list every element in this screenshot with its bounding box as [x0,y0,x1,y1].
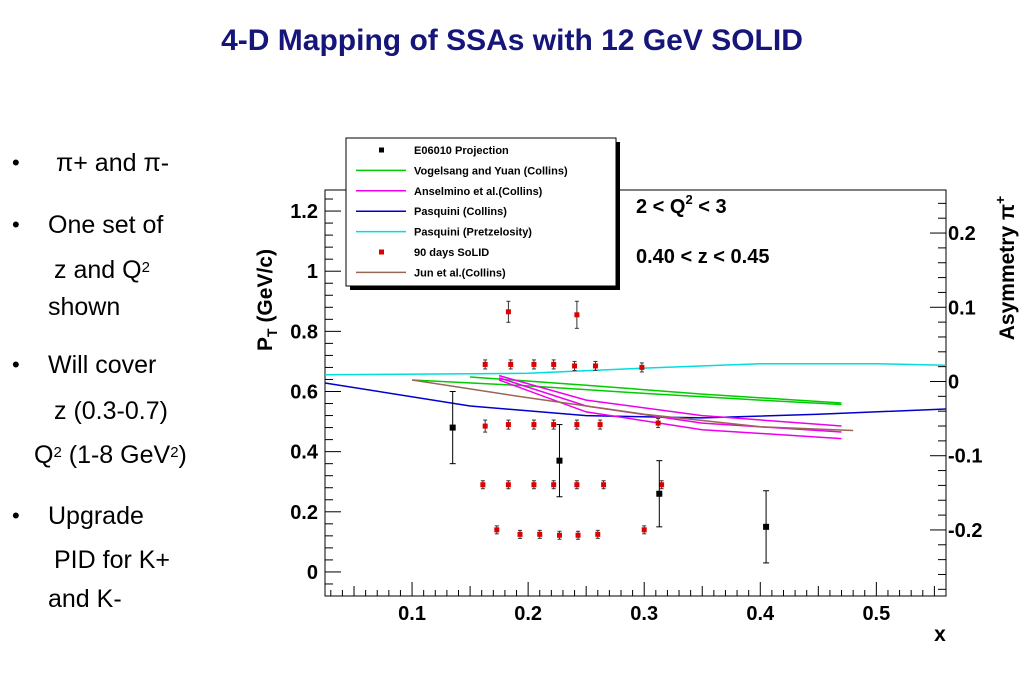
solid-point [551,482,557,488]
curve-anselmino-et-al-collins- [498,374,842,427]
legend-box [345,137,617,287]
legend-label: Anselmino et al.(Collins) [414,186,543,198]
legend-swatch-marker [379,249,384,255]
curve-pasquini-collins- [324,382,947,419]
solid-point [480,482,486,488]
solid-point [537,531,543,537]
bullet-dot: • [12,352,20,377]
legend-label: Vogelsang and Yuan (Collins) [414,165,568,177]
solid-point [639,364,645,370]
e06010-point [556,457,563,464]
x-tick-label: 0.5 [862,603,890,625]
solid-point [556,532,562,538]
legend-label: Pasquini (Pretzelosity) [414,227,532,239]
solid-point [595,531,601,537]
e06010-point [763,523,770,530]
curve-anselmino-et-al-collins- [498,377,842,433]
legend-swatch-marker [379,147,384,153]
solid-point [531,482,537,488]
y2-tick-label: 0.1 [948,297,976,319]
solid-point [482,423,488,429]
solid-point [531,361,537,367]
legend-label: Jun et al.(Collins) [414,267,506,279]
y-axis-title: PT (GeV/c) [254,249,280,351]
solid-point [551,361,557,367]
curve-jun-et-al-collins- [411,379,854,432]
e06010-point [656,490,663,497]
solid-point [505,482,511,488]
slide-title: 4-D Mapping of SSAs with 12 GeV SOLID [221,24,803,57]
bullet-2-line-2: z and Q2 [54,256,150,284]
bullet-1-line-1: π+ and π- [56,149,170,177]
solid-point [655,420,661,426]
x-axis-title: x [934,623,946,646]
bullet-dot: • [12,150,20,175]
x-tick-label: 0.2 [514,603,542,625]
solid-point [572,363,578,369]
bullet-4-line-1: Upgrade [48,502,144,530]
e06010-point [449,424,456,431]
curve-anselmino-et-al-collins- [498,379,842,440]
solid-point [508,361,514,367]
bullet-2-line-3: shown [48,293,121,321]
bullet-3-line-2: z (0.3-0.7) [54,397,168,425]
solid-point [592,363,598,369]
solid-point [575,532,581,538]
y-tick-label: 1 [307,261,318,283]
bullet-dot: • [12,503,20,528]
y2-tick-label: 0.2 [948,223,976,245]
solid-point [574,312,580,318]
y-tick-label: 0.8 [290,321,318,343]
solid-point [531,422,537,428]
solid-point [659,482,665,488]
solid-point [494,527,500,533]
bullet-4-line-2: PID for K+ [54,546,171,574]
solid-point [505,422,511,428]
y-tick-label: 0 [307,562,318,584]
solid-point [482,361,488,367]
bullet-3-line-3: Q2 (1-8 GeV2) [34,441,187,469]
solid-point [505,309,511,315]
curve-vogelsang-and-yuan-collins- [470,376,842,404]
plot-frame [324,189,947,597]
curve-vogelsang-and-yuan-collins- [412,379,842,406]
bullet-3-line-1: Will cover [48,351,157,379]
bullet-dot: • [12,212,20,237]
bullet-4-line-3: and K- [48,585,122,613]
y-tick-label: 0.2 [290,502,318,524]
annotation-q2-range: 2 < Q2 < 3 [636,192,727,218]
solid-point [601,482,607,488]
y-tick-label: 0.4 [290,442,319,464]
y2-axis-title: Asymmetry π+ [992,196,1019,341]
y2-tick-label: 0 [948,371,959,393]
solid-point [551,422,557,428]
x-tick-label: 0.3 [630,603,658,625]
solid-point [641,527,647,533]
x-tick-label: 0.1 [398,603,426,625]
curve-pasquini-pretzelosity- [324,362,947,376]
solid-point [517,531,523,537]
legend-label: Pasquini (Collins) [414,206,507,218]
annotation-z-range: 0.40 < z < 0.45 [636,246,769,268]
y2-tick-label: -0.2 [948,520,982,542]
solid-point [597,422,603,428]
solid-point [574,482,580,488]
y2-tick-label: -0.1 [948,446,982,468]
bullet-2-line-1: One set of [48,211,164,239]
legend-label: 90 days SoLID [414,247,489,259]
x-tick-label: 0.4 [746,603,775,625]
y-tick-label: 0.6 [290,381,318,403]
solid-point [574,422,580,428]
legend-label: E06010 Projection [414,145,509,157]
y-tick-label: 1.2 [290,201,318,223]
